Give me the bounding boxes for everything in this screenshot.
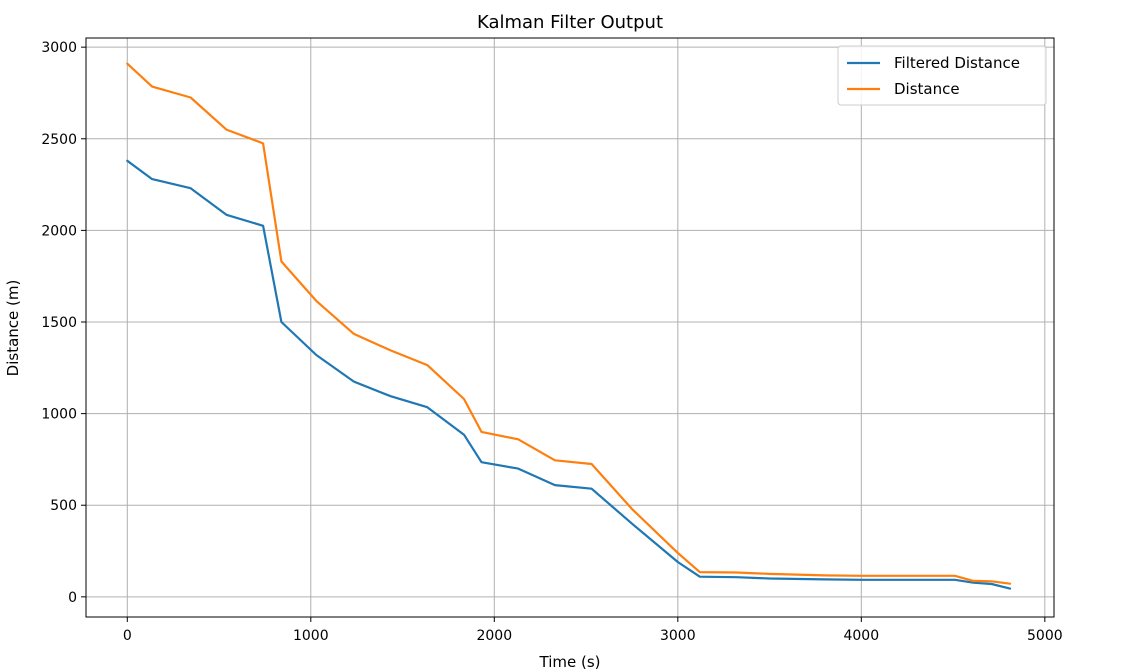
legend-box <box>837 45 1047 106</box>
series-line-distance <box>126 62 1012 585</box>
y-tick-label: 2500 <box>41 132 77 148</box>
legend-label-distance: Distance <box>894 80 960 98</box>
x-tick-label: 4000 <box>843 628 879 644</box>
x-tick-label: 5000 <box>1027 628 1063 644</box>
y-tick-label: 500 <box>50 498 77 514</box>
y-tick-label: 3000 <box>41 40 77 56</box>
plot-frame <box>85 37 1055 618</box>
x-axis-label: Time (s) <box>539 653 601 671</box>
grid <box>86 38 1054 617</box>
x-tick-label: 2000 <box>476 628 512 644</box>
legend: Filtered Distance Distance <box>837 45 1047 106</box>
y-tick-label: 2000 <box>41 223 77 239</box>
y-axis-label: Distance (m) <box>4 280 22 377</box>
x-tick-label: 3000 <box>660 628 696 644</box>
x-tick-label: 0 <box>123 628 132 644</box>
series-layer <box>126 62 1012 590</box>
legend-label-filtered-distance: Filtered Distance <box>894 54 1020 72</box>
chart-title: Kalman Filter Output <box>477 12 663 33</box>
axis-ticks: 0 1000 2000 3000 4000 5000 0 500 1000 1500 2000 250… <box>41 40 1062 644</box>
y-tick-label: 1500 <box>41 315 77 331</box>
y-tick-label: 1000 <box>41 407 77 423</box>
series-line-filtered-distance <box>126 159 1012 590</box>
x-tick-label: 1000 <box>293 628 329 644</box>
y-tick-label: 0 <box>68 590 77 606</box>
